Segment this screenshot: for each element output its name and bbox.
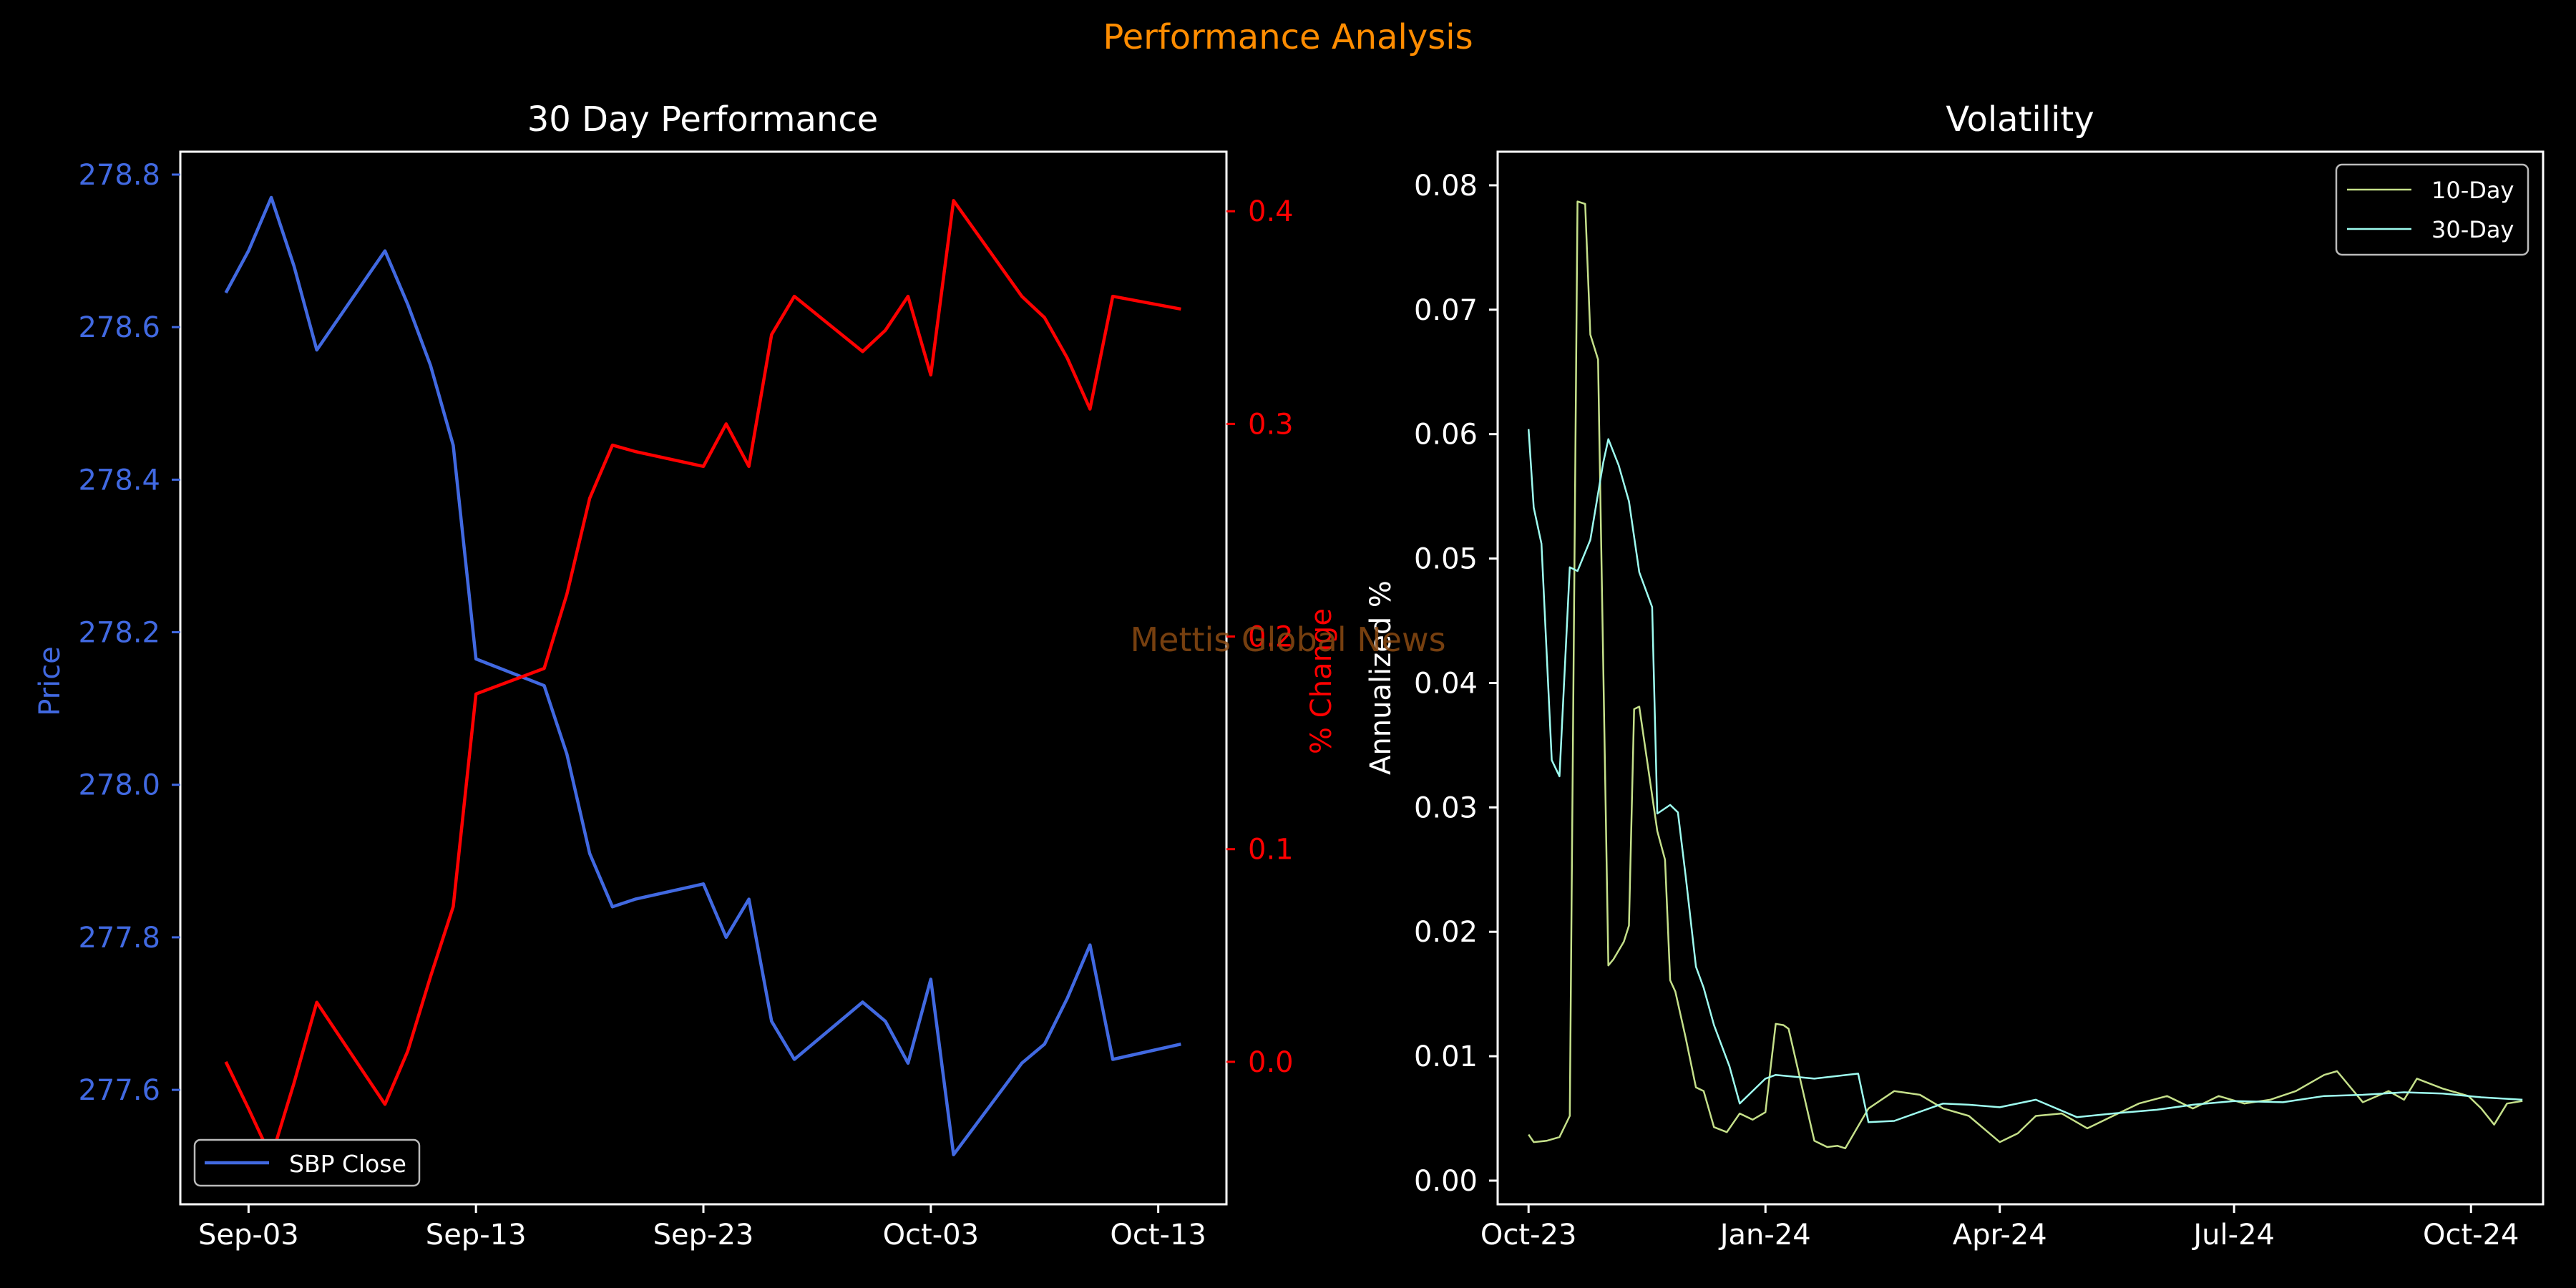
right-chart-y-tick-label: 0.05 <box>1414 543 1478 576</box>
right-chart: Volatility 0.00 0.01 0.02 0.03 0.04 0.05 0.06 0… <box>1365 99 2545 1252</box>
right-chart-y-tick-label: 0.06 <box>1414 419 1478 452</box>
right-axis-tick-label: 0.3 <box>1248 408 1294 441</box>
legend-label-30-day: 30-Day <box>2431 216 2514 243</box>
series-line-30-day <box>1527 429 2523 1123</box>
left-chart: 30 Day Performance 277.6 277.8 278.0 278.2 2… <box>34 99 1338 1252</box>
watermark: Mettis Global News <box>1130 620 1445 659</box>
left-y-axis-label-right: % Change <box>1305 608 1338 754</box>
right-chart-title: Volatility <box>1946 99 2094 140</box>
right-chart-y-tick-label: 0.04 <box>1414 667 1478 700</box>
left-y-tick-label: 277.6 <box>78 1074 160 1107</box>
left-x-tick-label: Oct-13 <box>1110 1219 1206 1252</box>
right-chart-y-tick-label: 0.01 <box>1414 1040 1478 1073</box>
right-chart-x-tick-label: Jan-24 <box>1718 1219 1811 1252</box>
right-chart-y-tick-label: 0.08 <box>1414 170 1478 203</box>
legend-label-sbp-close: SBP Close <box>289 1150 406 1178</box>
left-legend[interactable]: SBP Close <box>193 1138 421 1187</box>
right-axis-tick-label: 0.4 <box>1248 195 1294 228</box>
right-chart-y-tick-label: 0.02 <box>1414 916 1478 949</box>
right-legend[interactable]: 10-Day 30-Day <box>2335 163 2529 256</box>
left-y-axis-label: Price <box>34 646 67 716</box>
right-plot-frame <box>1496 150 2545 1206</box>
left-chart-title: 30 Day Performance <box>527 99 879 140</box>
right-y-axis-label: Annualized % <box>1365 580 1397 775</box>
left-y-tick-label: 278.2 <box>78 617 160 650</box>
left-x-tick-label: Oct-03 <box>883 1219 980 1252</box>
left-y-tick-label: 278.4 <box>78 464 160 497</box>
series-line-sbp-close <box>224 195 1181 1156</box>
right-chart-y-tick-label: 0.00 <box>1414 1165 1478 1198</box>
right-chart-y-tick-label: 0.03 <box>1414 791 1478 824</box>
left-y-tick-label: 277.8 <box>78 922 160 955</box>
right-axis-tick-label: 0.0 <box>1248 1046 1294 1079</box>
left-y-tick-label: 278.8 <box>78 159 160 192</box>
left-x-tick-label: Sep-03 <box>198 1219 299 1252</box>
suptitle: Performance Analysis <box>1103 17 1473 57</box>
right-axis-tick-label: 0.1 <box>1248 834 1294 867</box>
right-chart-x-tick-label: Oct-24 <box>2423 1219 2519 1252</box>
legend-label-10-day: 10-Day <box>2431 177 2514 204</box>
left-legend-box <box>193 1138 421 1187</box>
right-chart-x-tick-label: Apr-24 <box>1953 1219 2047 1252</box>
series-line-10-day <box>1528 200 2523 1150</box>
left-y-tick-label: 278.0 <box>78 769 160 802</box>
left-x-tick-label: Sep-13 <box>426 1219 527 1252</box>
left-x-tick-label: Sep-23 <box>653 1219 754 1252</box>
left-y-tick-label: 278.6 <box>78 311 160 344</box>
right-chart-y-tick-label: 0.07 <box>1414 294 1478 327</box>
right-chart-x-tick-label: Oct-23 <box>1480 1219 1577 1252</box>
right-chart-x-tick-label: Jul-24 <box>2191 1219 2275 1252</box>
right-legend-box <box>2335 163 2529 256</box>
series-line-change <box>224 199 1181 1159</box>
right-axis-tick-label: 0.2 <box>1248 621 1294 654</box>
